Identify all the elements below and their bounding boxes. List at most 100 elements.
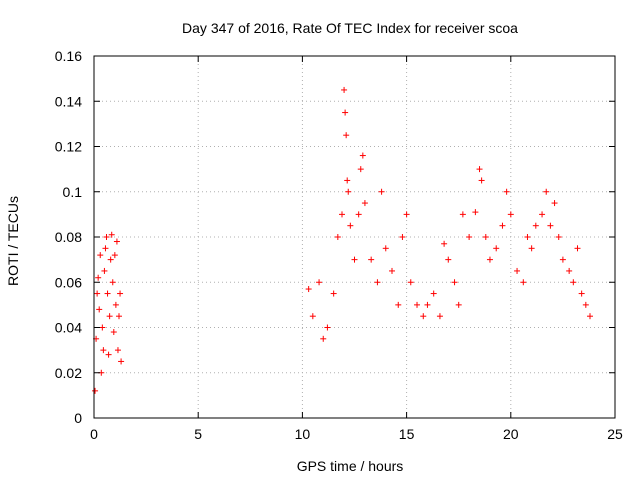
data-points [92,86,593,394]
data-point [472,209,479,216]
data-point [499,222,506,229]
data-point [108,231,115,238]
data-point [117,290,124,297]
y-tick-label: 0.16 [55,48,82,64]
y-axis-label: ROTI / TECUs [5,196,21,286]
data-point [351,256,358,263]
y-tick-label: 0 [74,410,82,426]
data-point [316,279,323,286]
data-point [555,234,562,240]
data-point [514,267,521,274]
data-point [586,313,593,320]
data-point [344,177,351,184]
data-point [99,324,106,331]
y-tick-label: 0.12 [55,139,82,155]
x-tick-label: 0 [90,426,98,442]
data-point [445,256,452,263]
data-point [357,166,364,173]
data-point [436,313,443,320]
data-point [551,200,558,207]
y-tick-label: 0.14 [55,93,82,109]
data-point [345,188,352,195]
data-point [570,279,577,286]
data-point [430,290,437,297]
data-point [459,211,466,218]
data-point [343,132,350,139]
data-point [566,267,573,274]
x-tick-label: 5 [194,426,202,442]
data-point [524,234,531,240]
y-tick-label: 0.1 [63,184,83,200]
data-point [114,347,121,354]
data-point [520,279,527,286]
x-tick-label: 20 [503,426,519,442]
data-point [382,245,389,252]
data-point [399,234,406,240]
data-point [374,279,381,286]
data-point [342,109,349,116]
data-point [334,234,341,240]
data-point [482,234,489,240]
grid-lines [94,56,615,418]
data-point [507,211,514,218]
chart-title: Day 347 of 2016, Rate Of TEC Index for r… [182,20,518,36]
data-point [547,222,554,229]
data-point [476,166,483,173]
data-point [543,188,550,195]
data-point [574,245,581,252]
data-point [582,301,589,308]
data-point [309,313,316,320]
data-point [466,234,473,240]
data-point [559,256,566,263]
data-point [368,256,375,263]
data-point [105,351,112,358]
data-point [378,188,385,195]
data-point [539,211,546,218]
data-point [341,86,348,93]
data-point [116,313,123,320]
data-point [361,200,368,207]
data-point [395,301,402,308]
data-point [305,286,312,293]
data-point [451,279,458,286]
data-point [493,245,500,252]
y-tick-label: 0.04 [55,320,82,336]
y-tick-label: 0.08 [55,229,82,245]
data-point [455,301,462,308]
y-tick-label: 0.06 [55,274,82,290]
data-point [109,279,116,286]
data-point [110,329,117,336]
data-point [347,222,354,229]
data-point [503,188,510,195]
axis-ticks: 0 5 10 15 20 25 0 0.02 0.04 0.06 0.08 0.1 0.12 0.14 0.… [55,48,623,442]
data-point [324,324,331,331]
data-point [578,290,585,297]
data-point [424,301,431,308]
data-point [403,211,410,218]
data-point [111,252,118,259]
data-point [532,222,539,229]
data-point [441,240,448,247]
data-point [92,387,99,394]
data-point [97,252,104,259]
data-point [486,256,493,263]
data-point [414,301,421,308]
data-point [528,245,535,252]
data-point [420,313,427,320]
data-point [118,358,125,365]
data-point [338,211,345,218]
x-tick-label: 25 [607,426,623,442]
x-tick-label: 10 [295,426,311,442]
data-point [478,177,485,184]
data-point [113,238,120,245]
x-axis-label: GPS time / hours [297,458,404,474]
data-point [95,274,102,281]
data-point [407,279,414,286]
data-point [320,335,327,342]
data-point [106,313,113,320]
x-tick-label: 15 [399,426,415,442]
data-point [389,267,396,274]
y-tick-label: 0.02 [55,365,82,381]
data-point [101,267,108,274]
